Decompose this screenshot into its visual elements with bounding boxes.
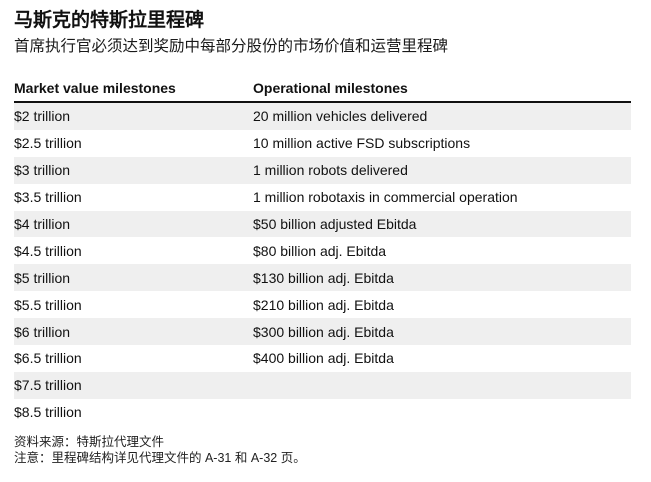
table-row: $2.5 trillion 10 million active FSD subs… [14,130,631,157]
footnotes: 资料来源：特斯拉代理文件 注意：里程碑结构详见代理文件的 A-31 和 A-32… [14,434,306,466]
operational-cell: 1 million robots delivered [253,162,408,179]
table-row: $3 trillion 1 million robots delivered [14,156,631,184]
table-row: $4.5 trillion $80 billion adj. Ebitda [14,237,631,264]
market-value-cell: $2.5 trillion [14,135,82,152]
operational-cell: 1 million robotaxis in commercial operat… [253,189,518,206]
table-row: $7.5 trillion [14,371,631,399]
operational-cell: $210 billion adj. Ebitda [253,296,394,313]
market-value-cell: $5.5 trillion [14,296,82,313]
column-header-market-value: Market value milestones [14,80,176,96]
market-value-cell: $6.5 trillion [14,350,82,367]
table-row: $8.5 trillion [14,399,631,426]
structure-note: 注意：里程碑结构详见代理文件的 A-31 和 A-32 页。 [14,451,306,465]
milestones-table: Market value milestones Operational mile… [14,75,631,426]
table-row: $4 trillion $50 billion adjusted Ebitda [14,210,631,238]
market-value-cell: $4 trillion [14,216,71,232]
table-row: $2 trillion 20 million vehicles delivere… [14,103,631,130]
operational-cell: 20 million vehicles delivered [253,108,428,125]
operational-cell: $130 billion adj. Ebitda [253,269,394,286]
table-header: Market value milestones Operational mile… [14,75,631,103]
table-row: $5.5 trillion $210 billion adj. Ebitda [14,291,631,318]
operational-cell: $80 billion adj. Ebitda [253,242,387,259]
column-header-operational: Operational milestones [253,80,408,96]
operational-cell: $50 billion adjusted Ebitda [253,216,417,232]
table-row: $6.5 trillion $400 billion adj. Ebitda [14,345,631,372]
table-row: $6 trillion $300 billion adj. Ebitda [14,318,631,346]
market-value-cell: $3 trillion [14,162,71,179]
operational-cell: 10 million active FSD subscriptions [253,135,471,152]
market-value-cell: $8.5 trillion [14,404,82,421]
table-row: $5 trillion $130 billion adj. Ebitda [14,264,631,292]
table-row: $3.5 trillion 1 million robotaxis in com… [14,184,631,211]
market-value-cell: $7.5 trillion [14,377,82,394]
market-value-cell: $3.5 trillion [14,189,82,206]
page-subtitle: 首席执行官必须达到奖励中每部分股份的市场价值和运营里程碑 [14,38,449,55]
page-title: 马斯克的特斯拉里程碑 [14,10,205,31]
market-value-cell: $5 trillion [14,269,71,286]
source-note: 资料来源：特斯拉代理文件 [14,435,165,449]
market-value-cell: $4.5 trillion [14,242,82,259]
operational-cell: $300 billion adj. Ebitda [253,323,394,340]
market-value-cell: $6 trillion [14,323,71,340]
market-value-cell: $2 trillion [14,108,71,125]
operational-cell: $400 billion adj. Ebitda [253,350,394,367]
